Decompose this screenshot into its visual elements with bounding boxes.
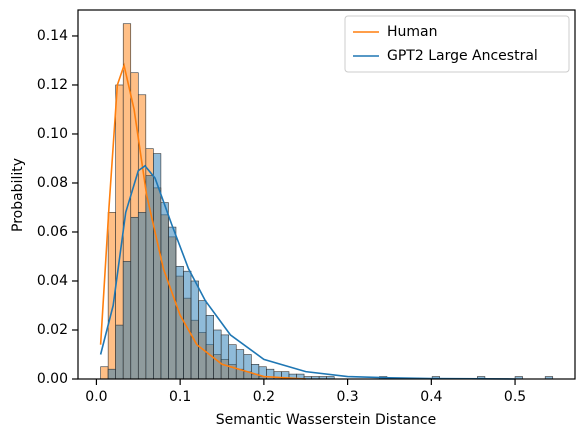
bar — [243, 354, 252, 380]
y-axis-label: Probability — [10, 158, 26, 232]
y-tick-label: 0.10 — [37, 126, 68, 142]
bar — [190, 280, 199, 380]
bar — [198, 300, 207, 380]
kde-line — [99, 164, 516, 380]
bar — [175, 265, 184, 380]
bar — [130, 216, 139, 380]
bar — [213, 329, 222, 380]
bar — [205, 314, 214, 380]
x-tick-label: 0.5 — [504, 389, 526, 405]
legend-label: GPT2 Large Ancestral — [387, 48, 538, 64]
y-tick-label: 0.04 — [37, 273, 68, 289]
bar — [100, 366, 109, 380]
bar — [183, 270, 192, 380]
bar — [115, 324, 124, 380]
bar — [160, 202, 169, 380]
y-tick-label: 0.02 — [37, 322, 68, 338]
bar — [137, 212, 147, 380]
bar — [220, 334, 230, 380]
bar — [228, 344, 237, 380]
bar — [107, 368, 116, 380]
bar — [153, 153, 162, 380]
y-tick-label: 0.00 — [37, 371, 68, 387]
y-tick-label: 0.14 — [37, 28, 68, 44]
bar — [235, 349, 245, 380]
legend-box — [344, 15, 570, 73]
y-tick-label: 0.06 — [37, 224, 68, 240]
kde-line — [99, 62, 306, 380]
x-tick-label: 0.0 — [85, 389, 107, 405]
x-axis-label: Semantic Wasserstein Distance — [216, 412, 436, 428]
bar — [122, 261, 132, 380]
y-tick-label: 0.12 — [37, 77, 68, 93]
plot-frame — [77, 9, 576, 380]
bar — [168, 226, 177, 380]
x-tick-label: 0.3 — [336, 389, 358, 405]
bar — [251, 363, 260, 380]
legend-label: Human — [387, 24, 438, 40]
x-tick-label: 0.4 — [420, 389, 442, 405]
x-tick-label: 0.2 — [253, 389, 275, 405]
x-tick-label: 0.1 — [169, 389, 191, 405]
y-tick-label: 0.08 — [37, 175, 68, 191]
